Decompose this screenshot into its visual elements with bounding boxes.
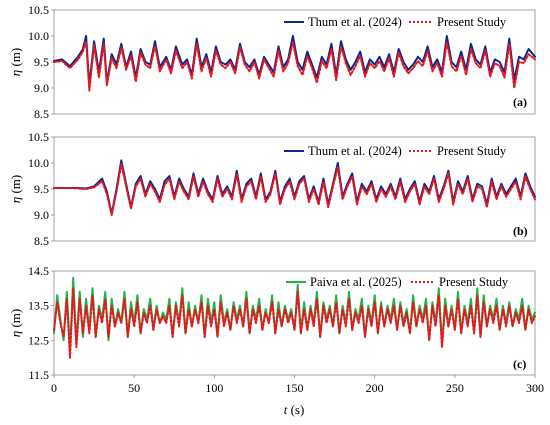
panel-a-y-tick-label: 9.0 (34, 81, 49, 95)
panel-c-legend: Paiva et al. (2025) Present Study (286, 275, 509, 289)
panel-b-y-tick-label: 10.0 (28, 156, 49, 170)
panel-c-series-present-study-line (53, 287, 536, 359)
panel-c-x-ticks: 0 50 100 150 200 250 300 (51, 375, 544, 395)
panel-a-series-present-study-line (53, 40, 536, 92)
panel-b-y-tick-label: 8.5 (34, 234, 49, 248)
panel-c-series (53, 276, 536, 359)
x-axis-label: t (s) (284, 402, 305, 417)
panel-b-series-present-study-line (53, 163, 536, 216)
legend-label-present-study: Present Study (439, 275, 509, 289)
panel-b-y-axis-label: η (m) (8, 175, 23, 203)
panel-b-y-tick-label: 9.0 (34, 208, 49, 222)
panel-a-y-tick-label: 9.5 (34, 55, 49, 69)
panel-a-y-tick-label: 10.5 (28, 3, 49, 17)
panel-b-y-ticks: 8.5 9.0 9.5 10.0 10.5 (28, 130, 54, 248)
panel-b-series-reference-line (53, 159, 536, 215)
legend-label-thum: Thum et al. (2024) (308, 15, 402, 29)
panel-a: 8.5 9.0 9.5 10.0 10.5 Thum et al. (2024) Pre… (8, 3, 536, 121)
panel-c: 11.5 12.5 13.5 14.5 0 50 100 150 200 250 300 Paiv… (8, 264, 544, 417)
legend-label-present-study: Present Study (437, 15, 507, 29)
panel-a-y-ticks: 8.5 9.0 9.5 10.0 10.5 (28, 3, 54, 121)
x-tick-label: 0 (51, 381, 57, 395)
x-tick-label: 200 (366, 381, 384, 395)
x-axis-unit: (s) (287, 402, 304, 417)
panel-c-y-tick-label: 12.5 (28, 333, 49, 347)
panel-a-legend: Thum et al. (2024) Present Study (284, 15, 507, 29)
x-tick-label: 300 (526, 381, 544, 395)
panel-c-y-tick-label: 14.5 (28, 264, 49, 278)
panel-b-y-tick-label: 10.5 (28, 130, 49, 144)
x-axis-symbol: t (284, 402, 288, 417)
panel-a-label: (a) (513, 95, 527, 109)
x-tick-label: 250 (446, 381, 464, 395)
legend-label-thum: Thum et al. (2024) (308, 144, 402, 158)
panel-c-y-axis-label: η (m) (8, 309, 23, 337)
legend-label-paiva: Paiva et al. (2025) (310, 275, 402, 289)
panel-a-y-axis-label: η (m) (8, 48, 23, 76)
panel-b-y-tick-label: 9.5 (34, 182, 49, 196)
panel-a-y-tick-label: 10.0 (28, 29, 49, 43)
panel-c-y-axis-symbol: η (8, 331, 23, 337)
panel-a-y-axis-symbol: η (8, 70, 23, 76)
x-tick-label: 50 (128, 381, 140, 395)
panel-a-series (53, 35, 536, 92)
panel-c-y-tick-label: 11.5 (28, 368, 49, 382)
panel-b: 8.5 9.0 9.5 10.0 10.5 Thum et al. (2024) Pre… (8, 130, 536, 248)
panel-b-label: (b) (513, 224, 528, 238)
panel-c-label: (c) (513, 357, 526, 371)
panel-b-series (53, 159, 536, 216)
panel-c-y-axis-unit: (m) (8, 309, 23, 331)
panel-c-y-tick-label: 13.5 (28, 299, 49, 313)
panel-b-y-axis-symbol: η (8, 197, 23, 203)
x-tick-label: 150 (286, 381, 304, 395)
panel-a-y-axis-unit: (m) (8, 48, 23, 70)
legend-label-present-study: Present Study (437, 144, 507, 158)
x-tick-label: 100 (205, 381, 223, 395)
panel-b-legend: Thum et al. (2024) Present Study (284, 144, 507, 158)
panel-b-y-axis-unit: (m) (8, 175, 23, 197)
panel-a-y-tick-label: 8.5 (34, 107, 49, 121)
panel-c-y-ticks: 11.5 12.5 13.5 14.5 (28, 264, 54, 382)
